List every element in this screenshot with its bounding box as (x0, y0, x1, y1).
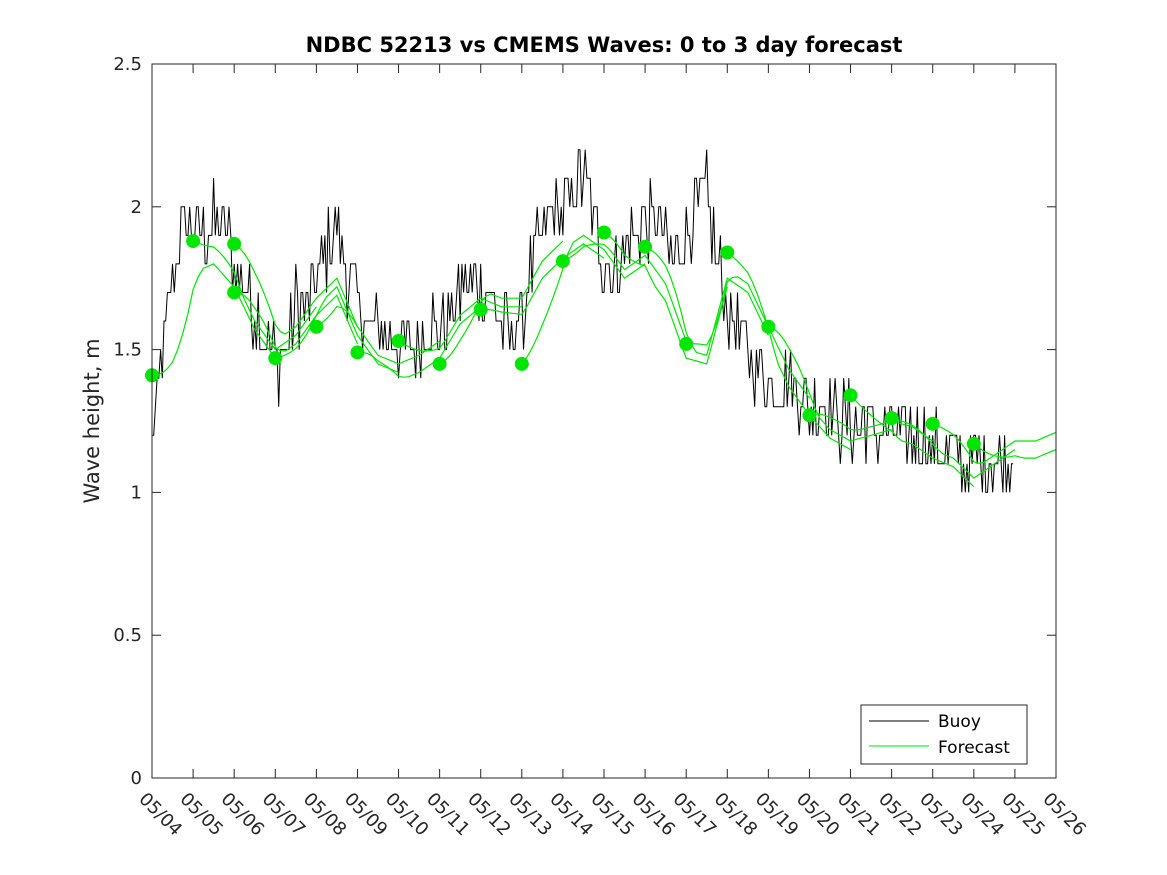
plot-area (152, 64, 1056, 778)
forecast-marker (350, 345, 365, 360)
y-tick-label: 2.5 (113, 54, 142, 75)
forecast-line (439, 240, 564, 365)
y-tick-label: 2 (131, 197, 142, 218)
forecast-line (603, 232, 728, 365)
legend-forecast-label: Forecast (938, 738, 1010, 758)
buoy-series (152, 149, 1014, 493)
forecast-marker (268, 351, 283, 366)
y-axis: 0 0.5 1 1.5 2 2.5 (113, 54, 1056, 789)
y-axis-label: Wave height, m (80, 338, 104, 503)
forecast-marker (473, 302, 488, 317)
forecast-line (891, 417, 1016, 479)
y-tick-label: 0 (131, 768, 142, 789)
chart-title: NDBC 52213 vs CMEMS Waves: 0 to 3 day fo… (306, 33, 903, 57)
y-tick-label: 0.5 (113, 625, 142, 646)
forecast-marker (597, 225, 611, 240)
forecast-series (151, 232, 1057, 488)
buoy-line (152, 149, 1014, 493)
forecast-marker (227, 285, 242, 300)
forecast-line (644, 246, 769, 357)
y-tick-label: 1 (131, 482, 142, 503)
forecast-marker (391, 334, 406, 349)
legend-buoy-label: Buoy (938, 712, 981, 732)
forecast-marker (884, 411, 899, 426)
forecast-line (562, 243, 687, 342)
legend: Buoy Forecast (860, 704, 1028, 765)
forecast-line (192, 240, 317, 351)
forecast-marker (186, 234, 201, 249)
forecast-marker (514, 356, 529, 371)
forecast-line (398, 297, 522, 352)
forecast-line (233, 243, 359, 335)
forecast-marker (432, 356, 447, 371)
forecast-marker (309, 319, 324, 334)
forecast-line (357, 306, 482, 378)
forecast-marker (843, 388, 858, 403)
forecast-line (809, 413, 934, 442)
forecast-line (686, 276, 810, 399)
forecast-line (480, 243, 605, 316)
forecast-marker (555, 254, 570, 269)
legend-box (860, 704, 1028, 765)
forecast-marker (679, 336, 694, 351)
forecast-line (973, 443, 1057, 459)
forecast-marker (925, 416, 940, 431)
forecast-line (316, 305, 440, 365)
forecast-marker (761, 319, 776, 334)
y-tick-label: 1.5 (113, 340, 142, 361)
forecast-marker (638, 239, 653, 254)
forecast-line (275, 285, 399, 373)
forecast-line (768, 326, 892, 442)
forecast-line (234, 291, 359, 352)
forecast-line (151, 263, 276, 376)
forecast-marker (720, 245, 735, 260)
forecast-marker (227, 236, 242, 251)
forecast-line (521, 234, 646, 365)
forecast-marker (966, 436, 981, 451)
forecast-markers (145, 225, 981, 451)
forecast-line (726, 252, 851, 451)
forecast-line (850, 394, 975, 488)
forecast-marker (802, 408, 817, 423)
